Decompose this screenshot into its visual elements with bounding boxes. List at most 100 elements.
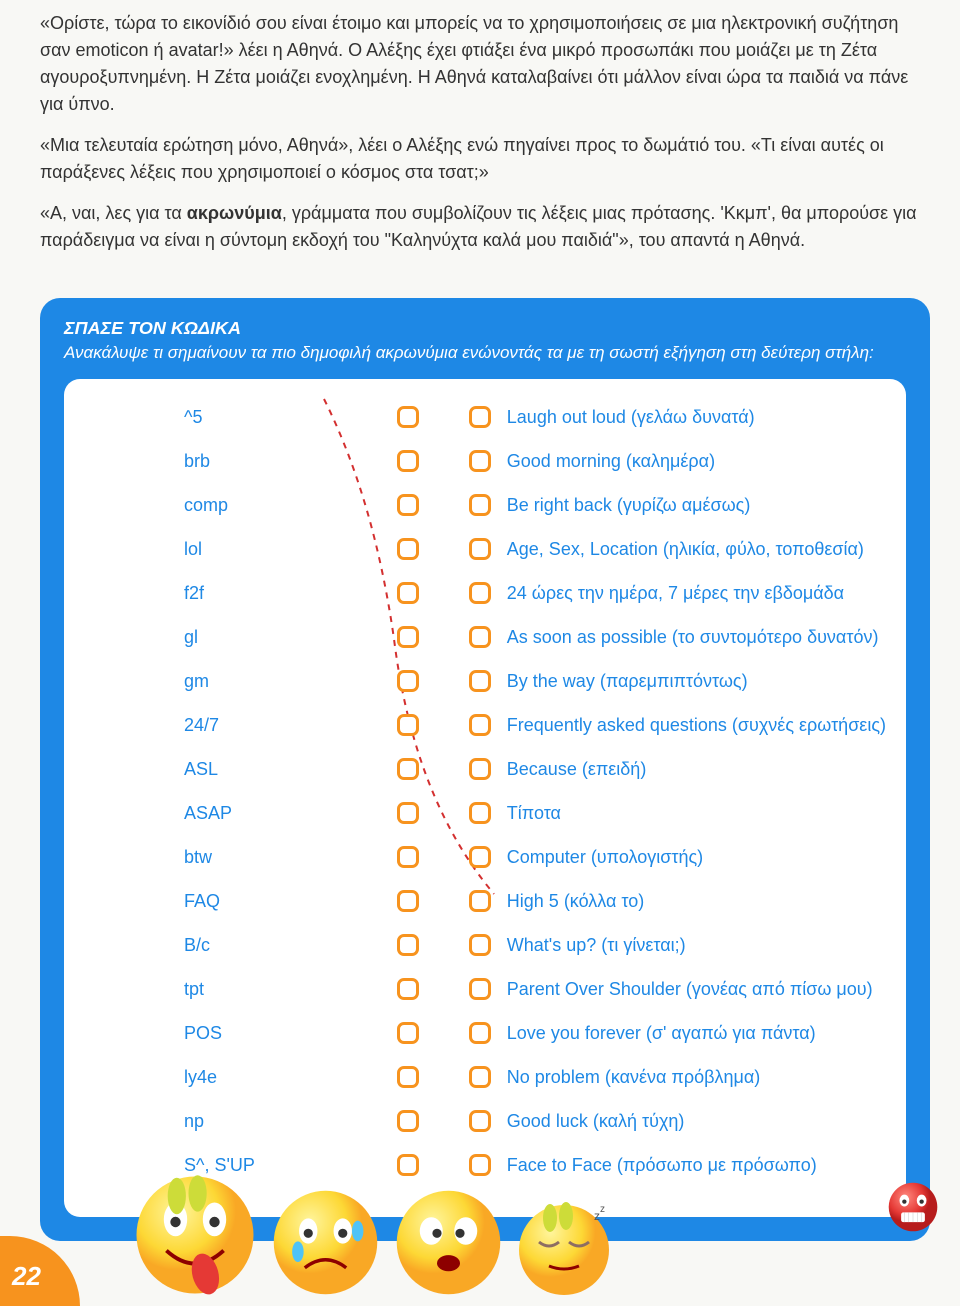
panel-title: ΣΠΑΣΕ ΤΟΝ ΚΩΔΙΚΑ (64, 318, 906, 339)
acronym-row: f2f (84, 571, 439, 615)
acronym-label: B/c (184, 935, 284, 956)
explanations-column: Laugh out loud (γελάω δυνατά) Good mornin… (469, 395, 886, 1187)
match-checkbox-right[interactable] (469, 802, 491, 824)
crosseyed-emoji-icon (391, 1185, 506, 1300)
match-checkbox-right[interactable] (469, 670, 491, 692)
match-checkbox-right[interactable] (469, 450, 491, 472)
acronym-label: f2f (184, 583, 284, 604)
p3-pre: «Α, ναι, λες για τα (40, 203, 187, 223)
acronym-row: POS (84, 1011, 439, 1055)
match-checkbox-right[interactable] (469, 1110, 491, 1132)
acronym-row: np (84, 1099, 439, 1143)
match-checkbox-left[interactable] (397, 538, 419, 560)
acronym-row: btw (84, 835, 439, 879)
acronym-label: btw (184, 847, 284, 868)
story-paragraph-3: «Α, ναι, λες για τα ακρωνύμια, γράμματα … (40, 200, 920, 254)
acronym-row: gm (84, 659, 439, 703)
acronym-label: ly4e (184, 1067, 284, 1088)
explanation-row: Laugh out loud (γελάω δυνατά) (469, 395, 886, 439)
explanation-label: What's up? (τι γίνεται;) (507, 935, 686, 956)
match-checkbox-right[interactable] (469, 978, 491, 1000)
explanation-row: Frequently asked questions (συχνές ερωτή… (469, 703, 886, 747)
explanation-row: Good luck (καλή τύχη) (469, 1099, 886, 1143)
explanation-row: By the way (παρεμπιπτόντως) (469, 659, 886, 703)
explanation-label: No problem (κανένα πρόβλημα) (507, 1067, 760, 1088)
match-checkbox-right[interactable] (469, 890, 491, 912)
explanation-row: Age, Sex, Location (ηλικία, φύλο, τοποθε… (469, 527, 886, 571)
explanation-row: Love you forever (σ' αγαπώ για πάντα) (469, 1011, 886, 1055)
match-checkbox-right[interactable] (469, 1066, 491, 1088)
match-checkbox-right[interactable] (469, 1022, 491, 1044)
acronym-row: ASL (84, 747, 439, 791)
acronym-row: tpt (84, 967, 439, 1011)
match-checkbox-right[interactable] (469, 758, 491, 780)
match-checkbox-left[interactable] (397, 582, 419, 604)
explanation-row: Parent Over Shoulder (γονέας από πίσω μο… (469, 967, 886, 1011)
match-checkbox-left[interactable] (397, 450, 419, 472)
acronym-label: gl (184, 627, 284, 648)
explanation-label: 24 ώρες την ημέρα, 7 μέρες την εβδομάδα (507, 583, 844, 604)
match-checkbox-left[interactable] (397, 714, 419, 736)
acronym-row: brb (84, 439, 439, 483)
acronym-row: 24/7 (84, 703, 439, 747)
match-checkbox-left[interactable] (397, 670, 419, 692)
match-checkbox-left[interactable] (397, 758, 419, 780)
explanation-row: Because (επειδή) (469, 747, 886, 791)
match-checkbox-right[interactable] (469, 494, 491, 516)
acronym-row: lol (84, 527, 439, 571)
story-text-block: «Ορίστε, τώρα το εικονίδιό σου είναι έτο… (0, 0, 960, 288)
explanation-label: High 5 (κόλλα το) (507, 891, 644, 912)
match-checkbox-right[interactable] (469, 538, 491, 560)
acronym-label: ASL (184, 759, 284, 780)
acronym-label: gm (184, 671, 284, 692)
explanation-label: Laugh out loud (γελάω δυνατά) (507, 407, 755, 428)
explanation-row: As soon as possible (το συντομότερο δυνα… (469, 615, 886, 659)
explanation-row: 24 ώρες την ημέρα, 7 μέρες την εβδομάδα (469, 571, 886, 615)
match-checkbox-left[interactable] (397, 1022, 419, 1044)
page-number-badge: 22 (0, 1236, 80, 1306)
explanation-row: Τίποτα (469, 791, 886, 835)
explanation-label: Age, Sex, Location (ηλικία, φύλο, τοποθε… (507, 539, 864, 560)
match-checkbox-right[interactable] (469, 626, 491, 648)
match-checkbox-left[interactable] (397, 406, 419, 428)
explanation-row: High 5 (κόλλα το) (469, 879, 886, 923)
acronym-row: comp (84, 483, 439, 527)
silly-emoji-icon (130, 1170, 260, 1300)
explanation-label: Good luck (καλή τύχη) (507, 1111, 685, 1132)
explanation-label: Good morning (καλημέρα) (507, 451, 715, 472)
emoticons-row: zz (130, 1170, 614, 1300)
match-checkbox-left[interactable] (397, 626, 419, 648)
match-checkbox-right[interactable] (469, 934, 491, 956)
match-checkbox-left[interactable] (397, 494, 419, 516)
acronym-label: comp (184, 495, 284, 516)
explanation-label: Τίποτα (507, 803, 561, 824)
match-checkbox-right[interactable] (469, 582, 491, 604)
explanation-label: Be right back (γυρίζω αμέσως) (507, 495, 751, 516)
explanation-row: What's up? (τι γίνεται;) (469, 923, 886, 967)
acronym-label: FAQ (184, 891, 284, 912)
match-checkbox-left[interactable] (397, 890, 419, 912)
match-checkbox-right[interactable] (469, 406, 491, 428)
explanation-row: Good morning (καλημέρα) (469, 439, 886, 483)
story-paragraph-2: «Μια τελευταία ερώτηση μόνο, Αθηνά», λέε… (40, 132, 920, 186)
match-checkbox-left[interactable] (397, 846, 419, 868)
match-checkbox-left[interactable] (397, 1110, 419, 1132)
acronyms-column: ^5brbcomplolf2fglgm24/7ASLASAPbtwFAQB/ct… (84, 395, 439, 1187)
match-checkbox-right[interactable] (469, 714, 491, 736)
explanation-label: Parent Over Shoulder (γονέας από πίσω μο… (507, 979, 873, 1000)
match-checkbox-left[interactable] (397, 934, 419, 956)
explanation-label: Because (επειδή) (507, 759, 647, 780)
explanation-label: Love you forever (σ' αγαπώ για πάντα) (507, 1023, 816, 1044)
match-checkbox-left[interactable] (397, 978, 419, 1000)
match-checkbox-left[interactable] (397, 802, 419, 824)
acronym-label: lol (184, 539, 284, 560)
acronym-row: gl (84, 615, 439, 659)
acronym-row: ly4e (84, 1055, 439, 1099)
match-checkbox-right[interactable] (469, 846, 491, 868)
p3-bold: ακρωνύμια (187, 203, 282, 223)
explanation-label: As soon as possible (το συντομότερο δυνα… (507, 627, 879, 648)
match-checkbox-left[interactable] (397, 1066, 419, 1088)
explanation-label: Frequently asked questions (συχνές ερωτή… (507, 715, 886, 736)
acronym-row: FAQ (84, 879, 439, 923)
explanation-label: Computer (υπολογιστής) (507, 847, 703, 868)
